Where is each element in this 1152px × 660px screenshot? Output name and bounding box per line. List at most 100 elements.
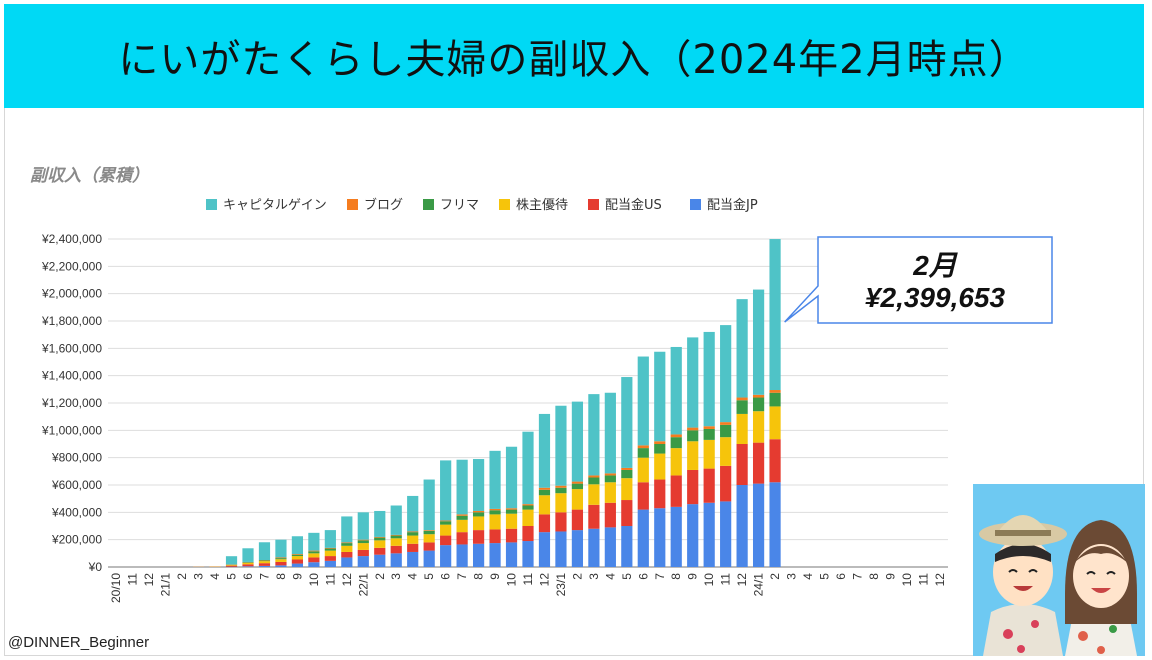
legend-label: キャピタルゲイン xyxy=(223,198,327,213)
bar-segment xyxy=(275,559,287,562)
bar-segment xyxy=(654,479,666,509)
bar-segment xyxy=(654,453,666,480)
chart-grid xyxy=(108,238,948,568)
x-tick-label: 21/1 xyxy=(159,573,173,597)
bar-segment xyxy=(456,515,468,520)
x-tick-label: 23/1 xyxy=(554,573,568,597)
x-tick-label: 10 xyxy=(307,573,321,587)
bar-segment xyxy=(736,413,748,444)
bar-segment xyxy=(456,519,468,533)
x-tick-label: 12 xyxy=(537,573,551,587)
bar-segment xyxy=(637,509,649,567)
bar-segment xyxy=(621,467,633,470)
bar-segment xyxy=(242,564,254,567)
x-tick-label: 12 xyxy=(142,573,156,587)
bar-segment xyxy=(769,406,781,440)
y-tick-label: ¥1,800,000 xyxy=(41,314,102,328)
bar-segment xyxy=(571,481,584,484)
bar-segment xyxy=(225,556,238,565)
bar-segment xyxy=(308,553,320,558)
bar-stacks xyxy=(192,239,781,567)
legend-swatch xyxy=(347,199,358,210)
bar-segment xyxy=(291,559,304,564)
bar-segment xyxy=(736,397,748,401)
bar-segment xyxy=(341,551,353,558)
bar-segment xyxy=(258,561,271,564)
bar-segment xyxy=(720,325,732,423)
x-tick-label: 22/1 xyxy=(356,573,370,597)
bar-segment xyxy=(225,564,238,566)
bar-segment xyxy=(720,437,732,466)
callout-shape xyxy=(784,236,1053,324)
x-tick-label: 7 xyxy=(455,573,469,580)
y-tick-label: ¥1,200,000 xyxy=(41,396,102,410)
legend-swatch xyxy=(206,199,217,210)
legend-swatch xyxy=(499,199,510,210)
bar-segment xyxy=(489,514,501,530)
bar-segment xyxy=(703,468,715,503)
bar-segment xyxy=(588,528,600,567)
bar-segment xyxy=(604,502,616,528)
bar-segment xyxy=(538,489,551,496)
bar-segment xyxy=(687,337,699,428)
bar-segment xyxy=(720,465,732,502)
bar-segment xyxy=(440,545,452,567)
bar-segment xyxy=(571,489,584,510)
bar-segment xyxy=(637,482,649,510)
bar-segment xyxy=(324,548,336,551)
bar-segment xyxy=(555,405,567,486)
bar-segment xyxy=(291,556,304,560)
legend-label: ブログ xyxy=(364,197,403,213)
legend-swatch xyxy=(423,199,434,210)
bar-segment xyxy=(769,482,781,567)
bar-segment xyxy=(440,521,452,525)
bar-segment xyxy=(374,537,386,541)
bar-segment xyxy=(555,531,567,567)
bar-segment xyxy=(258,563,271,566)
x-tick-label: 3 xyxy=(389,573,403,580)
y-tick-label: ¥2,000,000 xyxy=(41,287,102,301)
bar-segment xyxy=(621,469,633,479)
x-tick-label: 10 xyxy=(900,573,914,587)
x-tick-label: 24/1 xyxy=(752,573,766,597)
bar-segment xyxy=(654,444,666,454)
bar-segment xyxy=(374,540,386,548)
bar-segment xyxy=(423,534,435,543)
bar-segment xyxy=(703,439,715,469)
bar-segment xyxy=(538,413,551,488)
bar-segment xyxy=(604,392,616,474)
bar-segment xyxy=(637,448,649,458)
x-tick-label: 7 xyxy=(653,573,667,580)
bar-segment xyxy=(440,535,452,546)
bar-segment xyxy=(341,542,353,544)
bar-segment xyxy=(571,401,584,482)
bar-segment xyxy=(720,422,732,425)
credit-handle: @DINNER_Beginner xyxy=(8,634,150,651)
bar-segment xyxy=(752,411,765,443)
bar-segment xyxy=(489,450,501,509)
bar-segment xyxy=(489,543,501,567)
bar-segment xyxy=(291,536,304,555)
bar-segment xyxy=(472,530,485,544)
x-tick-label: 3 xyxy=(785,573,799,580)
x-tick-label: 8 xyxy=(867,573,881,580)
x-tick-label: 5 xyxy=(620,573,634,580)
y-tick-label: ¥1,400,000 xyxy=(41,369,102,383)
bar-segment xyxy=(604,475,616,483)
bar-segment xyxy=(670,437,682,449)
bar-segment xyxy=(720,424,732,438)
bar-segment xyxy=(472,459,485,511)
bar-segment xyxy=(407,532,419,536)
bar-segment xyxy=(505,528,518,543)
x-tick-label: 9 xyxy=(686,573,700,580)
x-tick-label: 11 xyxy=(323,573,337,586)
bar-segment xyxy=(555,493,567,513)
x-tick-label: 9 xyxy=(883,573,897,580)
bar-segment xyxy=(637,457,649,483)
bar-segment xyxy=(720,501,732,567)
bar-segment xyxy=(440,460,452,521)
bar-segment xyxy=(390,538,402,546)
bar-segment xyxy=(736,299,748,398)
bar-segment xyxy=(308,562,320,567)
bar-segment xyxy=(588,484,600,505)
